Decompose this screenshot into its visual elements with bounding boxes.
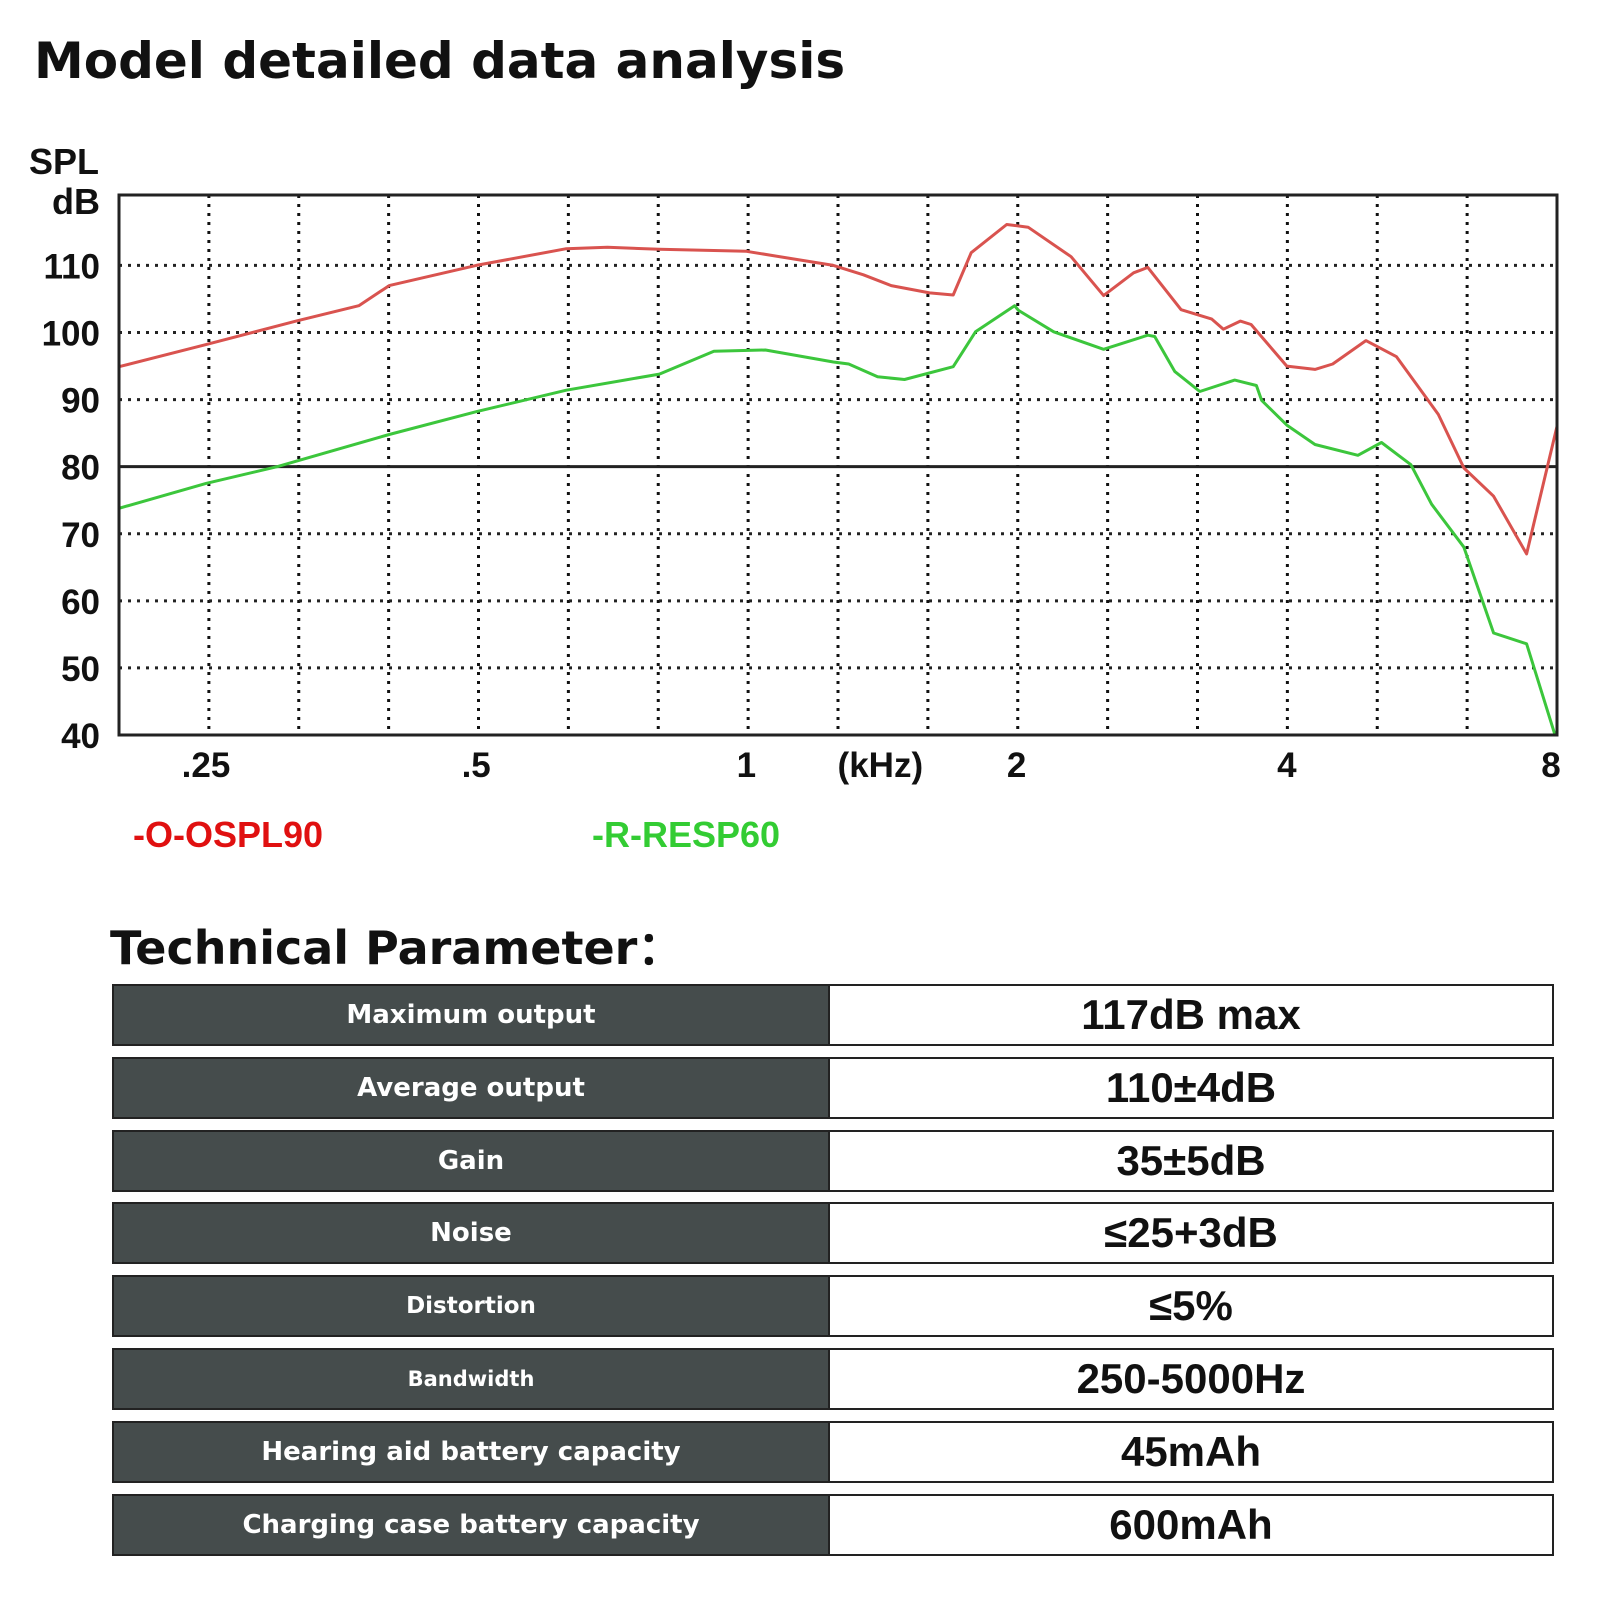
table-row: Gain 35±5dB	[112, 1129, 1554, 1192]
param-value: 117dB max	[830, 984, 1554, 1046]
table-row: Charging case battery capacity 600mAh	[112, 1493, 1554, 1556]
y-tick-label: 60	[61, 583, 100, 622]
x-tick-label: 1	[737, 746, 756, 785]
y-tick-label: 100	[42, 315, 100, 354]
param-label: Distortion	[112, 1275, 830, 1338]
x-tick-label: .5	[462, 746, 491, 785]
tick-labels: 40 50 60 70 80 90 100 110 .25 .5 1 2 4 8	[42, 247, 1561, 785]
y-tick-label: 50	[61, 650, 100, 689]
page-title: Model detailed data analysis	[34, 32, 846, 90]
param-label: Bandwidth	[112, 1347, 830, 1410]
param-value: 35±5dB	[830, 1129, 1554, 1192]
param-label: Gain	[112, 1129, 830, 1192]
legend-ospl90: -O-OSPL90	[133, 814, 323, 855]
param-value: 250-5000Hz	[830, 1347, 1554, 1410]
table-row: Bandwidth 250-5000Hz	[112, 1347, 1554, 1410]
grid	[119, 195, 1557, 735]
y-tick-label: 110	[44, 247, 100, 286]
table-row: Maximum output 117dB max	[112, 984, 1554, 1046]
plot-frame	[117, 193, 1559, 737]
param-label: Average output	[112, 1056, 830, 1119]
parameter-table: Maximum output 117dB max Average output 11…	[112, 984, 1554, 1566]
frequency-response-chart: SPL dB 40 50 60 70 80 90 100 110 .25 .5 1 2 4 8 (kHz)…	[29, 141, 1561, 855]
param-label: Maximum output	[112, 984, 830, 1046]
param-label: Noise	[112, 1202, 830, 1265]
table-row: Distortion ≤5%	[112, 1275, 1554, 1338]
series-line-resp60	[117, 304, 1557, 736]
x-tick-label: 8	[1541, 746, 1560, 785]
y-tick-label: 80	[61, 449, 100, 488]
series-group	[117, 223, 1559, 736]
param-label: Hearing aid battery capacity	[112, 1420, 830, 1483]
x-tick-label: 4	[1277, 746, 1297, 785]
y-tick-label: 70	[61, 516, 100, 555]
table-row: Average output 110±4dB	[112, 1056, 1554, 1119]
section-title: Technical Parameter：	[110, 921, 684, 975]
x-tick-label: .25	[182, 746, 231, 785]
y-axis-label-spl: SPL	[29, 141, 99, 182]
table-row: Hearing aid battery capacity 45mAh	[112, 1420, 1554, 1483]
param-value: 600mAh	[830, 1493, 1554, 1556]
legend-resp60: -R-RESP60	[592, 814, 780, 855]
x-axis-unit-label: (kHz)	[838, 746, 924, 785]
y-tick-label: 90	[61, 382, 100, 421]
series-line-ospl90	[117, 223, 1559, 556]
param-label: Charging case battery capacity	[112, 1493, 830, 1556]
param-value: 110±4dB	[830, 1056, 1554, 1119]
table-row: Noise ≤25+3dB	[112, 1202, 1554, 1265]
param-value: 45mAh	[830, 1420, 1554, 1483]
param-value: ≤25+3dB	[830, 1202, 1554, 1265]
y-axis-label-db: dB	[52, 181, 100, 222]
y-tick-label: 40	[61, 717, 100, 756]
x-tick-label: 2	[1007, 746, 1026, 785]
param-value: ≤5%	[830, 1275, 1554, 1338]
